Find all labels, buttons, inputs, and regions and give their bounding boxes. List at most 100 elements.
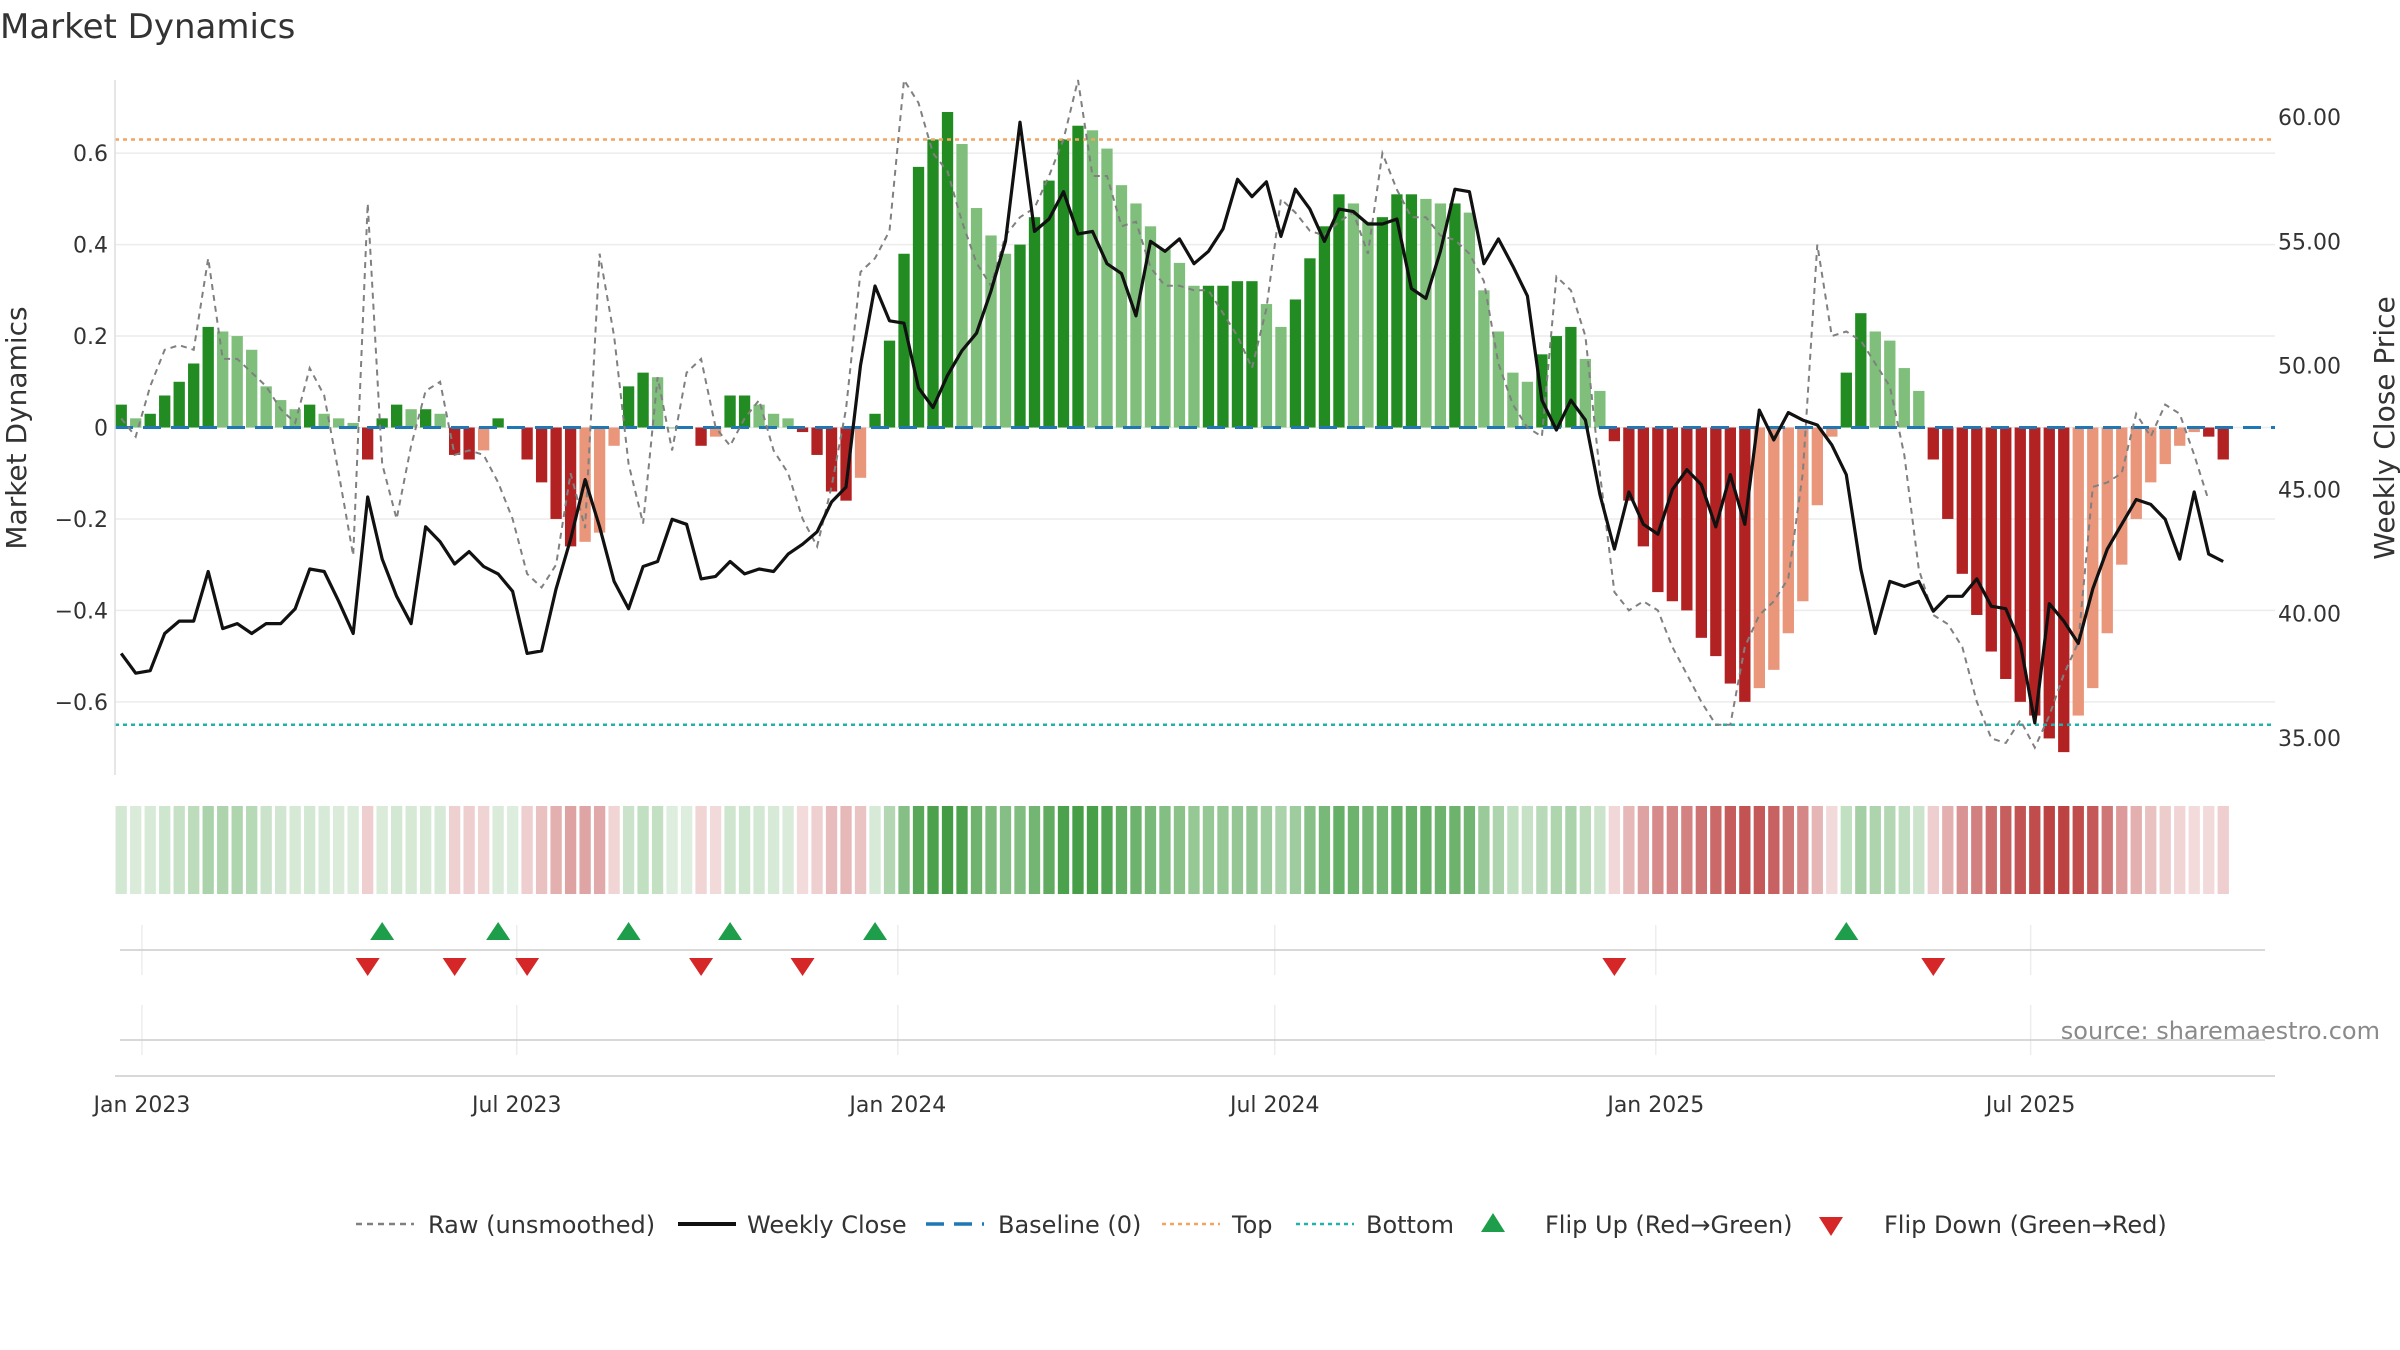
dynamics-bar-110 — [1710, 427, 1722, 657]
heat-cell-89 — [1405, 806, 1418, 894]
dynamics-bar-144 — [2203, 427, 2215, 437]
heat-cell-142 — [2174, 806, 2186, 894]
dynamics-bar-20 — [405, 409, 417, 428]
heat-cell-80 — [1275, 806, 1287, 894]
heat-cell-145 — [2217, 806, 2229, 894]
dynamics-bar-12 — [289, 409, 301, 428]
heat-cell-7 — [217, 806, 229, 894]
flip-down-marker-47 — [790, 958, 815, 976]
dynamics-bar-54 — [898, 253, 910, 428]
flip-down-marker-17 — [355, 958, 380, 976]
heat-cell-133 — [2043, 806, 2055, 894]
dynamics-bar-90 — [1420, 198, 1432, 428]
dynamics-bar-121 — [1869, 331, 1881, 428]
heat-cell-100 — [1565, 806, 1577, 894]
heat-cell-140 — [2145, 806, 2157, 894]
left-tick-label-3: 0 — [94, 417, 108, 442]
axes: −0.6 −0.4 −0.2 0 0.2 0.4 0.6 35.00 40.00 45.00 50.… — [55, 80, 2341, 1118]
heat-cell-117 — [1811, 806, 1823, 894]
heat-cell-36 — [637, 806, 649, 894]
heat-cell-86 — [1362, 806, 1374, 894]
heat-cell-14 — [318, 806, 330, 894]
heat-cell-137 — [2101, 806, 2113, 894]
heat-cell-41 — [709, 806, 722, 894]
dynamics-bar-137 — [2101, 427, 2113, 634]
heat-cell-78 — [1246, 806, 1258, 894]
heat-cell-3 — [159, 806, 171, 894]
heat-cell-94 — [1478, 806, 1490, 894]
heat-cell-102 — [1594, 806, 1606, 894]
raw-series-line — [120, 76, 2210, 750]
dynamics-bar-63 — [1028, 217, 1041, 428]
heat-cell-125 — [1927, 806, 1939, 894]
heat-cell-70 — [1130, 806, 1142, 894]
dynamics-bar-104 — [1623, 427, 1635, 501]
dynamics-bar-56 — [927, 139, 939, 428]
dynamics-bar-138 — [2116, 427, 2128, 565]
heat-cell-60 — [985, 806, 997, 894]
dynamics-bar-61 — [999, 253, 1012, 428]
heat-cell-15 — [333, 806, 345, 894]
heat-cell-35 — [622, 806, 635, 894]
heat-cell-10 — [260, 806, 272, 894]
heat-cell-72 — [1159, 806, 1171, 894]
dynamics-bar-49 — [825, 427, 838, 492]
heat-cell-57 — [941, 806, 954, 894]
dynamics-bar-135 — [2072, 427, 2084, 716]
dynamics-bar-38 — [666, 427, 678, 429]
heat-cell-73 — [1173, 806, 1186, 894]
heat-cell-21 — [419, 806, 432, 894]
legend-close-label: Weekly Close — [747, 1211, 907, 1239]
heat-cell-32 — [579, 806, 591, 894]
heat-cell-20 — [405, 806, 417, 894]
heat-cell-64 — [1043, 806, 1055, 894]
dynamics-bar-8 — [231, 336, 243, 428]
heat-cell-96 — [1507, 806, 1519, 894]
heat-cell-63 — [1028, 806, 1041, 894]
dynamics-bar-72 — [1159, 249, 1171, 428]
dynamics-bar-1 — [130, 418, 142, 428]
dynamics-bar-77 — [1231, 281, 1244, 428]
heat-cell-79 — [1260, 806, 1273, 894]
heat-cell-19 — [390, 806, 403, 894]
heat-cell-58 — [956, 806, 968, 894]
dynamics-bar-64 — [1043, 180, 1055, 428]
dynamics-bar-57 — [941, 112, 954, 428]
heat-cell-61 — [999, 806, 1012, 894]
heat-cell-38 — [666, 806, 678, 894]
left-tick-label-0: −0.6 — [55, 691, 108, 716]
dynamics-bar-84 — [1333, 194, 1345, 428]
heat-cell-95 — [1492, 806, 1505, 894]
heat-cell-105 — [1637, 806, 1650, 894]
dynamics-bar-126 — [1942, 427, 1954, 519]
flip-up-marker-26 — [486, 922, 511, 940]
dynamics-bar-36 — [637, 372, 649, 428]
series-lines — [119, 76, 2224, 750]
heat-cell-122 — [1884, 806, 1896, 894]
flip-down-marker-40 — [689, 958, 714, 976]
heat-cell-31 — [564, 806, 577, 894]
heat-cell-66 — [1072, 806, 1084, 894]
legend-top-label: Top — [1231, 1211, 1273, 1239]
dynamics-bar-100 — [1565, 326, 1577, 428]
dynamics-bar-88 — [1391, 194, 1403, 428]
flip-down-marker-23 — [442, 958, 467, 976]
dynamics-bar-46 — [782, 418, 794, 428]
dynamics-bar-74 — [1188, 285, 1200, 428]
heat-cell-93 — [1463, 806, 1476, 894]
heat-cell-48 — [811, 806, 823, 894]
dynamics-bar-48 — [811, 427, 823, 455]
x-tick-label-5: Jul 2025 — [1984, 1093, 2076, 1118]
dynamics-bar-124 — [1913, 390, 1925, 428]
heat-cell-75 — [1202, 806, 1215, 894]
dynamics-bar-106 — [1652, 427, 1664, 593]
dynamics-bar-85 — [1347, 203, 1360, 428]
dynamics-bar-92 — [1449, 203, 1461, 428]
right-tick-label-3: 50.00 — [2278, 354, 2341, 379]
dynamics-bar-132 — [2029, 427, 2041, 716]
dynamics-bar-83 — [1318, 226, 1331, 428]
heat-cell-141 — [2159, 806, 2171, 894]
heat-cell-55 — [912, 806, 925, 894]
heat-cell-120 — [1855, 806, 1867, 894]
